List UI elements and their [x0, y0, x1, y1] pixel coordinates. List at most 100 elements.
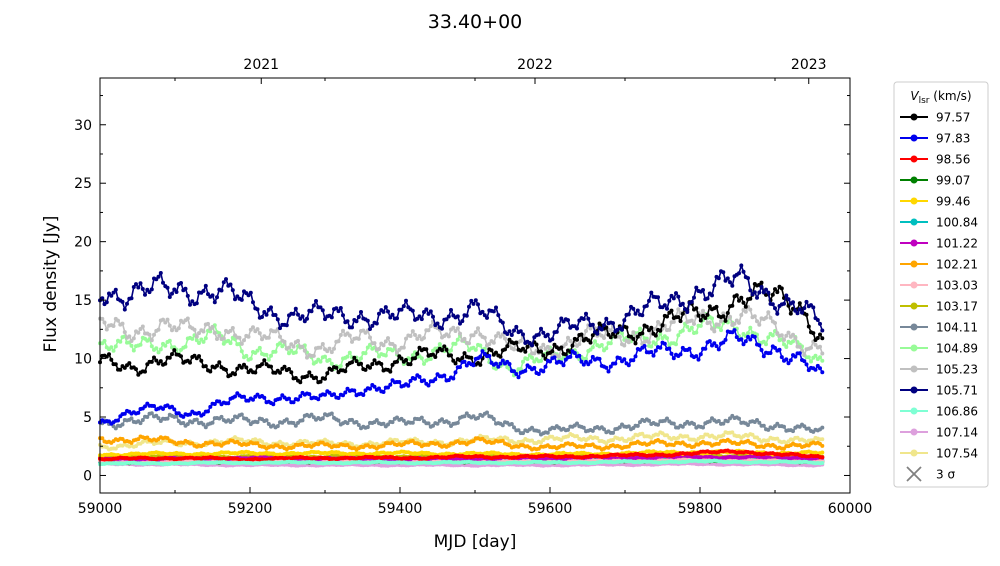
series-point-105.71: [291, 311, 296, 316]
series-point-97.83: [271, 402, 276, 407]
series-point-105.23: [392, 344, 397, 348]
series-point-104.89: [449, 348, 453, 353]
series-point-97.83: [136, 410, 141, 415]
series-point-97.83: [707, 339, 712, 344]
series-point-97.57: [696, 313, 701, 318]
series-point-104.89: [680, 328, 685, 333]
series-point-104.11: [419, 415, 424, 420]
series-point-105.71: [255, 307, 260, 312]
series-point-104.89: [273, 349, 278, 354]
series-point-105.23: [383, 339, 388, 344]
series-point-97.57: [170, 352, 174, 357]
series-point-105.23: [667, 327, 672, 332]
series-point-97.57: [676, 315, 681, 320]
series-point-97.57: [631, 336, 636, 341]
series-point-97.83: [226, 401, 231, 406]
series-point-97.57: [109, 357, 114, 362]
series-point-97.57: [395, 359, 399, 364]
series-point-97.57: [118, 367, 123, 372]
series-point-97.57: [368, 365, 372, 370]
series-point-97.57: [372, 358, 377, 363]
series-point-97.57: [399, 356, 404, 361]
series-point-97.57: [282, 364, 287, 369]
series-point-105.23: [350, 339, 354, 344]
series-point-97.83: [451, 376, 456, 381]
series-point-104.89: [109, 345, 114, 350]
series-point-105.71: [260, 315, 264, 319]
series-point-105.23: [318, 345, 323, 350]
series-point-104.89: [478, 343, 483, 348]
series-point-104.89: [455, 337, 460, 342]
series-point-97.57: [759, 280, 764, 285]
series-point-104.89: [791, 339, 795, 344]
series-point-97.83: [698, 352, 703, 357]
series-point-104.11: [165, 416, 170, 421]
series-point-104.89: [190, 336, 195, 341]
series-point-97.83: [696, 357, 701, 362]
series-point-105.71: [314, 299, 318, 303]
series-point-105.23: [455, 326, 460, 331]
series-point-97.57: [370, 362, 375, 367]
series-point-97.83: [422, 378, 426, 383]
series-point-104.89: [203, 336, 208, 341]
series-point-97.57: [172, 348, 177, 353]
series-point-97.57: [462, 351, 467, 356]
series-point-97.57: [298, 380, 303, 385]
series-point-105.23: [140, 324, 145, 329]
series-point-105.23: [152, 332, 156, 337]
series-point-97.57: [143, 369, 147, 374]
series-point-97.57: [680, 311, 685, 316]
series-point-97.57: [440, 348, 444, 353]
series-point-105.71: [264, 312, 269, 317]
series-point-97.57: [698, 318, 703, 323]
series-point-97.83: [514, 372, 519, 376]
series-point-105.23: [116, 318, 120, 323]
series-point-105.23: [820, 351, 825, 356]
series-point-105.71: [156, 274, 161, 279]
series-point-105.23: [257, 331, 262, 336]
series-point-97.57: [608, 335, 613, 340]
series-point-104.89: [748, 325, 753, 330]
series-point-105.23: [320, 342, 325, 346]
series-point-97.57: [734, 293, 739, 298]
series-point-97.57: [575, 337, 579, 342]
series-point-97.83: [487, 354, 492, 358]
series-point-105.23: [566, 335, 570, 340]
series-point-97.83: [820, 370, 825, 375]
series-point-97.57: [199, 358, 204, 363]
series-point-97.83: [262, 395, 267, 400]
series-point-97.83: [784, 357, 789, 362]
series-point-97.83: [307, 392, 312, 397]
series-point-97.57: [269, 364, 273, 369]
series-point-105.71: [122, 307, 127, 312]
series-point-97.57: [352, 355, 357, 360]
series-point-97.57: [498, 354, 503, 359]
series-point-97.57: [163, 361, 168, 366]
series-point-97.57: [658, 328, 663, 333]
series-point-104.89: [201, 339, 206, 344]
series-point-97.57: [323, 376, 327, 381]
series-point-104.11: [611, 430, 615, 435]
series-point-105.23: [221, 336, 226, 341]
series-point-97.57: [134, 367, 138, 372]
series-point-105.71: [275, 317, 280, 322]
series-point-104.89: [131, 348, 136, 353]
series-point-97.57: [660, 323, 665, 328]
series-point-104.89: [183, 344, 188, 349]
series-point-105.71: [345, 319, 350, 324]
series-point-97.57: [665, 314, 669, 319]
series-point-105.23: [743, 309, 748, 314]
series-point-105.23: [255, 327, 260, 332]
series-point-105.71: [161, 280, 165, 285]
series-point-97.57: [811, 331, 816, 336]
series-point-104.89: [649, 344, 654, 349]
series-point-105.23: [131, 336, 136, 341]
series-point-97.83: [818, 366, 822, 371]
series-104.11: [98, 410, 825, 437]
series-point-104.89: [784, 345, 789, 349]
series-point-97.57: [797, 301, 802, 306]
series-point-97.57: [233, 372, 237, 377]
series-point-97.83: [622, 357, 627, 362]
series-point-105.71: [248, 290, 253, 295]
series-point-97.57: [167, 355, 172, 360]
